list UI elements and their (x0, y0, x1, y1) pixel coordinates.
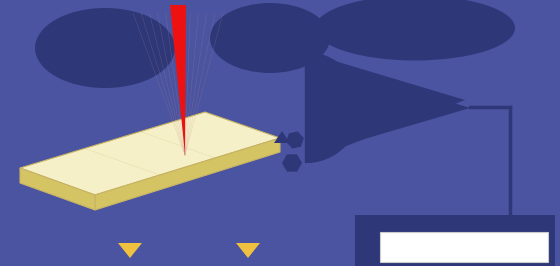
Ellipse shape (35, 8, 175, 88)
Polygon shape (236, 243, 260, 258)
Ellipse shape (315, 0, 515, 60)
Polygon shape (20, 168, 95, 210)
Polygon shape (274, 131, 290, 143)
Polygon shape (95, 138, 280, 210)
Ellipse shape (210, 3, 330, 73)
Polygon shape (20, 112, 280, 195)
Polygon shape (305, 52, 465, 162)
Polygon shape (170, 5, 186, 155)
Polygon shape (355, 215, 555, 266)
Polygon shape (310, 58, 470, 155)
FancyBboxPatch shape (380, 232, 548, 262)
Polygon shape (118, 243, 142, 258)
